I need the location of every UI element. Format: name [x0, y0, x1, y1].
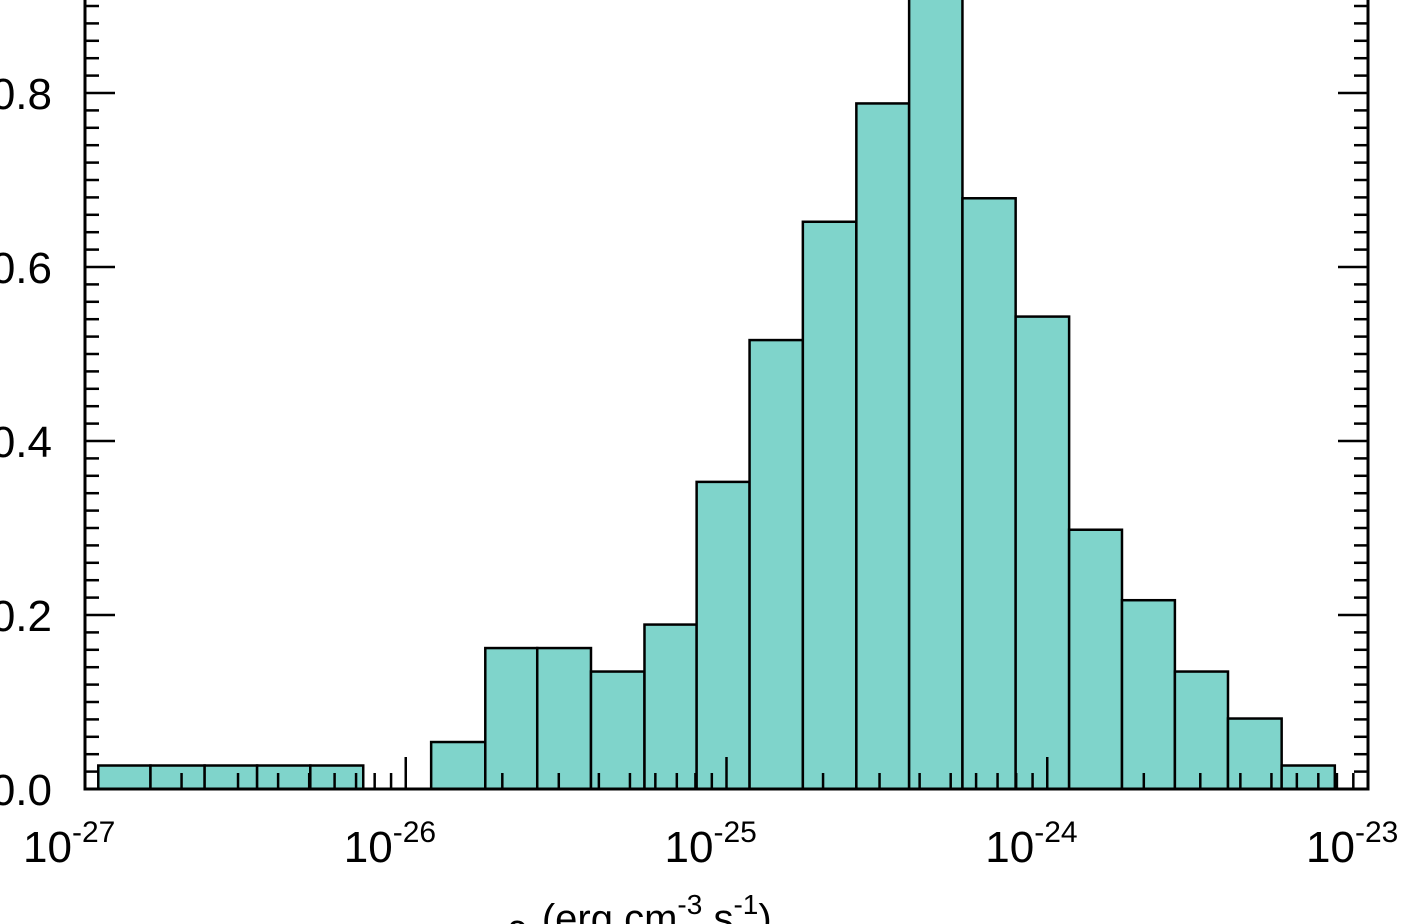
- tick-labels: 0.0 0.2 0.4 0.6 0.8 10-27 10-26 10-25 10-24 10-23: [0, 70, 1398, 872]
- histogram-bar: [961, 197, 1017, 791]
- plot-frame: [83, 0, 1370, 791]
- histogram-bar: [1067, 528, 1124, 791]
- histogram-bar: [1226, 717, 1283, 791]
- x-tick-label: 10-23: [1306, 816, 1398, 872]
- histogram-bar: [907, 0, 964, 791]
- histogram-bar: [535, 646, 593, 791]
- histogram-bars: [97, 0, 1337, 791]
- histogram-bar: [801, 220, 858, 791]
- x-tick-label: 10-27: [23, 816, 115, 872]
- x-axis-unit-text: (erg cm: [542, 897, 678, 924]
- x-axis-exp1: -3: [677, 889, 702, 920]
- y-tick-label: 0.6: [0, 244, 52, 293]
- histogram-bar: [748, 338, 805, 791]
- y-tick-label: 0.8: [0, 70, 52, 119]
- histogram-bar: [589, 670, 646, 791]
- histogram-bar: [643, 623, 698, 791]
- histogram-bar: [1173, 670, 1230, 791]
- x-axis-symbol: ε: [508, 907, 526, 924]
- histogram-bar: [255, 764, 312, 791]
- histogram-bar: [429, 740, 487, 791]
- histogram-bar: [97, 764, 152, 791]
- histogram-bar: [1120, 598, 1177, 791]
- x-tick-label: 10-26: [344, 816, 436, 872]
- y-tick-label: 0.2: [0, 592, 52, 641]
- x-axis-unit-end: ): [758, 897, 771, 924]
- histogram-bar: [1280, 764, 1337, 791]
- axis-ticks: [83, 4, 1370, 791]
- histogram-bar: [1014, 315, 1071, 791]
- x-axis-unit-mid: s: [702, 897, 733, 924]
- y-tick-label: 0.0: [0, 766, 52, 815]
- histogram-bar: [855, 102, 911, 791]
- histogram-bar: [695, 480, 751, 791]
- histogram-bar: [484, 646, 539, 791]
- x-axis-label: ε (erg cm-3 s-1): [508, 889, 772, 924]
- x-tick-label: 10-24: [985, 816, 1077, 872]
- x-axis-exp2: -1: [733, 889, 758, 920]
- histogram-bar: [203, 764, 259, 791]
- histogram-bar: [149, 764, 206, 791]
- y-tick-label: 0.4: [0, 418, 52, 467]
- x-tick-label: 10-25: [665, 816, 757, 872]
